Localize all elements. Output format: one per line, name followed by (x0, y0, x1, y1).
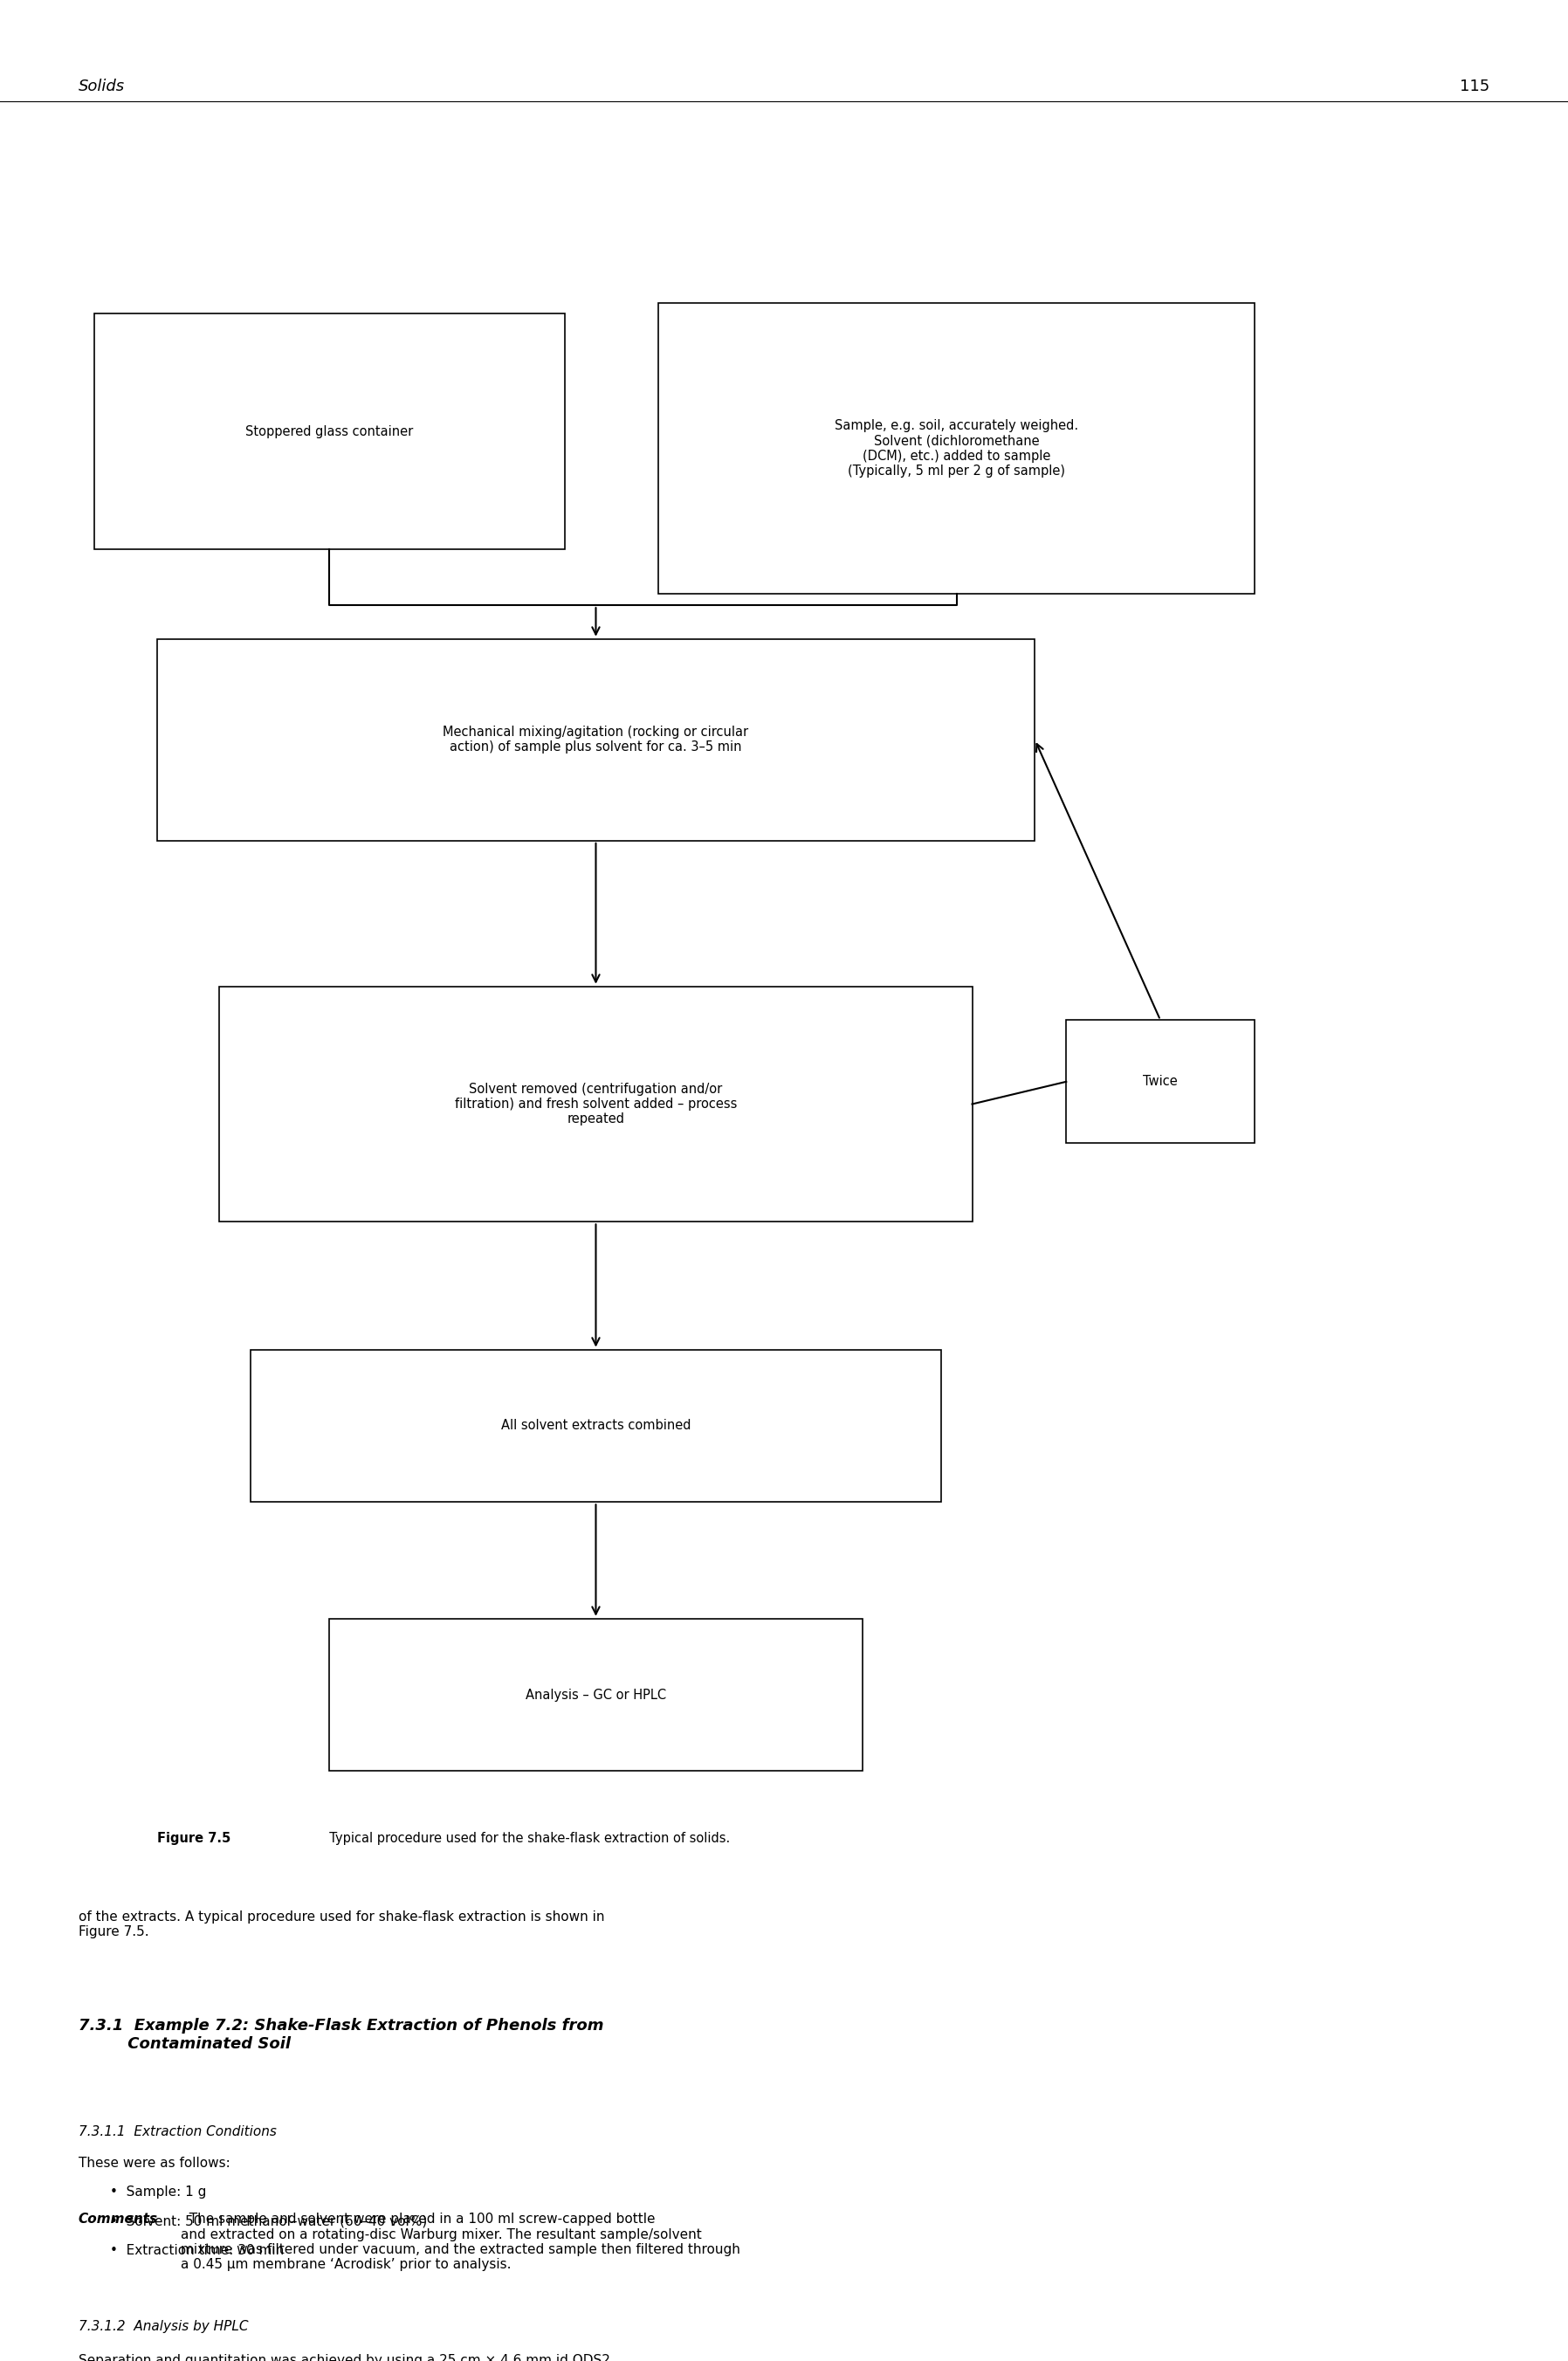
Text: •  Sample: 1 g: • Sample: 1 g (110, 2186, 205, 2198)
Text: Comments: Comments (78, 2212, 158, 2226)
Text: Twice: Twice (1143, 1074, 1178, 1088)
Text: Stoppered glass container: Stoppered glass container (245, 425, 414, 439)
Text: 7.3.1  Example 7.2: Shake-Flask Extraction of Phenols from
         Contaminated: 7.3.1 Example 7.2: Shake-Flask Extractio… (78, 2019, 604, 2052)
FancyBboxPatch shape (220, 987, 972, 1221)
Text: These were as follows:: These were as follows: (78, 2156, 230, 2170)
Text: Figure 7.5: Figure 7.5 (157, 1832, 230, 1844)
Text: The sample and solvent were placed in a 100 ml screw-capped bottle
and extracted: The sample and solvent were placed in a … (180, 2212, 740, 2271)
Text: 115: 115 (1460, 78, 1490, 94)
Text: Separation and quantitation was achieved by using a 25 cm × 4.6 mm id ODS2
colum: Separation and quantitation was achieved… (78, 2354, 610, 2361)
Text: Solids: Solids (78, 78, 125, 94)
Text: Sample, e.g. soil, accurately weighed.
Solvent (dichloromethane
(DCM), etc.) add: Sample, e.g. soil, accurately weighed. S… (834, 418, 1079, 477)
Text: •  Extraction time: 30 min: • Extraction time: 30 min (110, 2243, 284, 2257)
Text: •  Solvent: 50 ml methanol–water (60–40 vol%): • Solvent: 50 ml methanol–water (60–40 v… (110, 2215, 426, 2229)
Text: All solvent extracts combined: All solvent extracts combined (500, 1419, 691, 1433)
FancyBboxPatch shape (1066, 1020, 1254, 1143)
Text: of the extracts. A typical procedure used for shake-flask extraction is shown in: of the extracts. A typical procedure use… (78, 1910, 604, 1938)
FancyBboxPatch shape (94, 314, 564, 550)
Text: Mechanical mixing/agitation (rocking or circular
action) of sample plus solvent : Mechanical mixing/agitation (rocking or … (444, 725, 748, 753)
Text: Solvent removed (centrifugation and/or
filtration) and fresh solvent added – pro: Solvent removed (centrifugation and/or f… (455, 1081, 737, 1126)
FancyBboxPatch shape (659, 302, 1254, 595)
FancyBboxPatch shape (251, 1350, 941, 1502)
FancyBboxPatch shape (157, 640, 1035, 841)
Text: 7.3.1.2  Analysis by HPLC: 7.3.1.2 Analysis by HPLC (78, 2321, 248, 2333)
Text: Analysis – GC or HPLC: Analysis – GC or HPLC (525, 1688, 666, 1702)
Text: 7.3.1.1  Extraction Conditions: 7.3.1.1 Extraction Conditions (78, 2125, 276, 2139)
FancyBboxPatch shape (329, 1620, 862, 1771)
Text: Typical procedure used for the shake-flask extraction of solids.: Typical procedure used for the shake-fla… (321, 1832, 731, 1844)
